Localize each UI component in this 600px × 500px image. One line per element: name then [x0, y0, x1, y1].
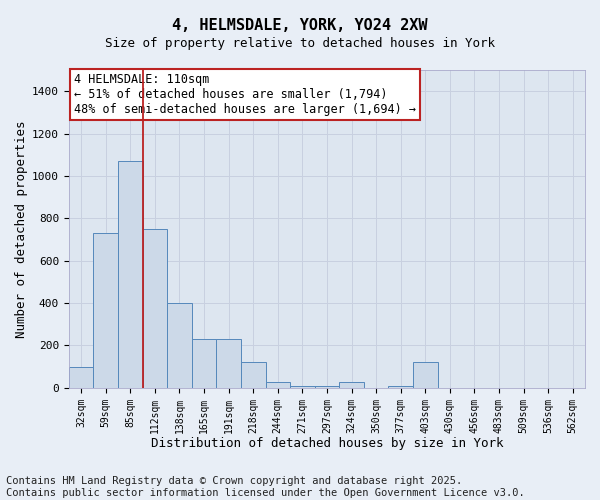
Bar — [413, 362, 437, 388]
Bar — [217, 339, 241, 388]
Bar — [314, 386, 339, 388]
Bar — [388, 386, 413, 388]
Bar — [339, 382, 364, 388]
Bar — [118, 161, 143, 388]
Text: Contains HM Land Registry data © Crown copyright and database right 2025.
Contai: Contains HM Land Registry data © Crown c… — [6, 476, 525, 498]
Bar — [192, 339, 217, 388]
Bar — [290, 386, 314, 388]
Text: Size of property relative to detached houses in York: Size of property relative to detached ho… — [105, 38, 495, 51]
Text: 4, HELMSDALE, YORK, YO24 2XW: 4, HELMSDALE, YORK, YO24 2XW — [172, 18, 428, 32]
Y-axis label: Number of detached properties: Number of detached properties — [15, 120, 28, 338]
Bar — [69, 366, 94, 388]
Bar — [241, 362, 266, 388]
Bar — [266, 382, 290, 388]
X-axis label: Distribution of detached houses by size in York: Distribution of detached houses by size … — [151, 437, 503, 450]
Text: 4 HELMSDALE: 110sqm
← 51% of detached houses are smaller (1,794)
48% of semi-det: 4 HELMSDALE: 110sqm ← 51% of detached ho… — [74, 73, 416, 116]
Bar — [167, 303, 192, 388]
Bar — [94, 233, 118, 388]
Bar — [143, 229, 167, 388]
